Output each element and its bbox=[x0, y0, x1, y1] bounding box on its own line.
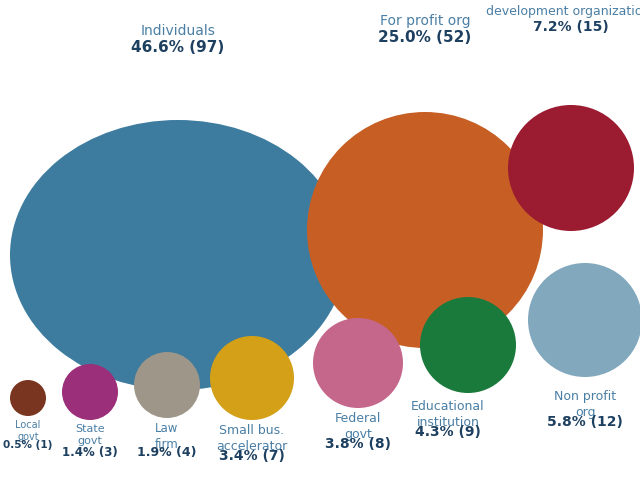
Circle shape bbox=[313, 318, 403, 408]
Circle shape bbox=[210, 336, 294, 420]
Text: Non profit
org: Non profit org bbox=[554, 390, 616, 419]
Text: State
govt: State govt bbox=[75, 424, 105, 446]
Text: Local
govt: Local govt bbox=[15, 420, 41, 443]
Text: For profit org: For profit org bbox=[380, 14, 470, 28]
Text: 46.6% (97): 46.6% (97) bbox=[131, 40, 225, 55]
Text: 3.8% (8): 3.8% (8) bbox=[325, 437, 391, 451]
Circle shape bbox=[420, 297, 516, 393]
Text: 5.8% (12): 5.8% (12) bbox=[547, 415, 623, 429]
Text: Individuals: Individuals bbox=[141, 24, 216, 38]
Circle shape bbox=[134, 352, 200, 418]
Circle shape bbox=[62, 364, 118, 420]
Circle shape bbox=[528, 263, 640, 377]
Text: 7.2% (15): 7.2% (15) bbox=[533, 20, 609, 34]
Text: 25.0% (52): 25.0% (52) bbox=[378, 30, 472, 45]
Ellipse shape bbox=[10, 120, 346, 390]
Text: 1.4% (3): 1.4% (3) bbox=[62, 446, 118, 459]
Circle shape bbox=[508, 105, 634, 231]
Text: Federal
govt: Federal govt bbox=[335, 412, 381, 441]
Text: Educational
institution: Educational institution bbox=[411, 400, 485, 429]
Text: Law
firm: Law firm bbox=[155, 422, 179, 451]
Text: 3.4% (7): 3.4% (7) bbox=[219, 449, 285, 463]
Circle shape bbox=[10, 380, 46, 416]
Text: 4.3% (9): 4.3% (9) bbox=[415, 425, 481, 439]
Text: 1.9% (4): 1.9% (4) bbox=[137, 446, 196, 459]
Text: Small bus.
accelerator: Small bus. accelerator bbox=[216, 424, 287, 453]
Text: Local business
development organizations: Local business development organizations bbox=[486, 0, 640, 18]
Text: 0.5% (1): 0.5% (1) bbox=[3, 440, 52, 449]
Circle shape bbox=[307, 112, 543, 348]
